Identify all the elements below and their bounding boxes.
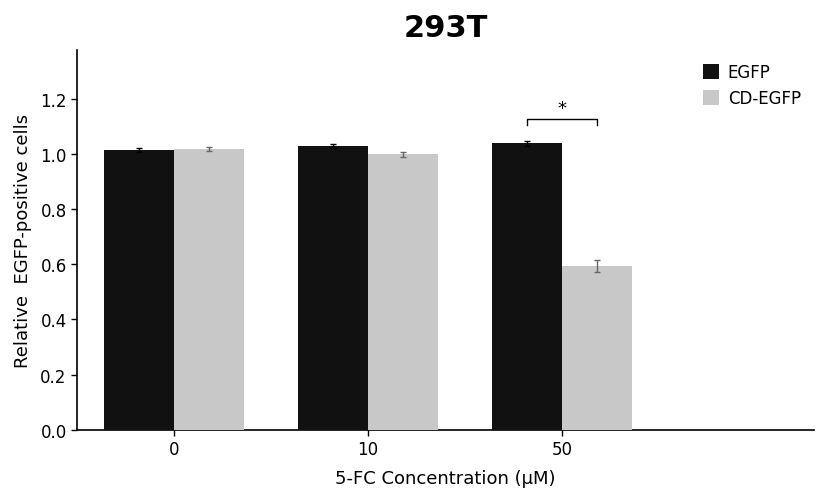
Bar	[562, 267, 631, 430]
Bar	[368, 155, 437, 430]
Y-axis label: Relative  EGFP-positive cells: Relative EGFP-positive cells	[14, 113, 32, 367]
Bar	[491, 144, 562, 430]
Bar	[174, 150, 244, 430]
Bar	[104, 151, 174, 430]
Title: 293T: 293T	[403, 14, 487, 43]
X-axis label: 5-FC Concentration (μM): 5-FC Concentration (μM)	[335, 469, 555, 487]
Bar	[298, 147, 368, 430]
Legend: EGFP, CD-EGFP: EGFP, CD-EGFP	[697, 59, 805, 113]
Text: *: *	[557, 100, 566, 118]
